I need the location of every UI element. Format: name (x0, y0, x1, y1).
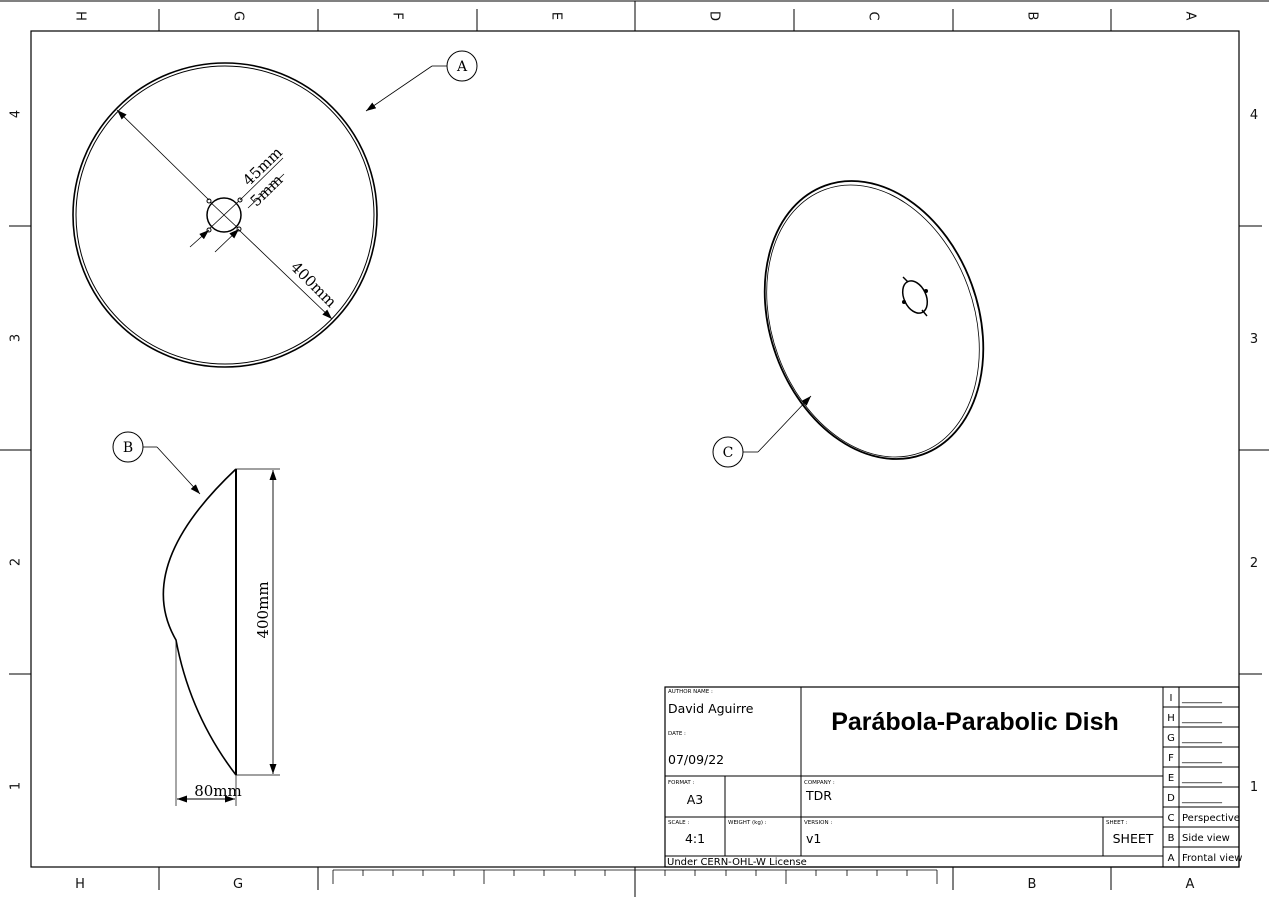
revision-letter: G (1167, 733, 1175, 744)
dimension-line-diameter (116, 109, 210, 201)
perspective-dish-rim (763, 180, 985, 460)
revision-letter: A (1168, 853, 1175, 864)
balloon-a (446, 50, 478, 82)
drawing-title: Parábola-Parabolic Dish (831, 708, 1119, 736)
scale-ruler (332, 869, 938, 884)
dimension-400mm-height: 400mm (254, 581, 272, 638)
revision-letter: D (1167, 793, 1175, 804)
left-row-label: 1 (9, 782, 24, 790)
bottom-zone-label: B (1028, 877, 1037, 892)
bottom-zone-labels: H G B A (75, 877, 1194, 892)
top-zone-label: D (707, 11, 722, 21)
bottom-zone-label: H (75, 877, 85, 892)
author-field-label: AUTHOR NAME : (668, 689, 713, 695)
revision-text: ________ (1181, 733, 1223, 744)
drawing-version: v1 (806, 831, 821, 846)
balloon-b-label: B (123, 440, 133, 456)
balloon-c-label: C (723, 445, 734, 461)
perspective-view: C (712, 180, 985, 468)
revision-text: ________ (1181, 773, 1223, 784)
right-row-label: 1 (1250, 780, 1258, 795)
date-field-label: DATE : (668, 731, 686, 737)
right-row-label: 2 (1250, 556, 1258, 571)
revision-text: ________ (1181, 753, 1223, 764)
top-zone-label: E (549, 12, 564, 20)
dish-outer-rim (72, 62, 378, 368)
perspective-center-hole (901, 280, 929, 314)
left-row-label: 2 (9, 558, 24, 566)
balloon-c (712, 436, 744, 468)
top-zone-labels: H G F E D C B A (73, 11, 1198, 21)
top-zone-label: A (1183, 12, 1198, 21)
revision-text: Perspective (1182, 813, 1240, 824)
bottom-zone-label: G (233, 877, 243, 892)
center-hole (206, 197, 242, 233)
sheet-number: SHEET (1113, 831, 1154, 846)
right-row-label: 3 (1250, 332, 1258, 347)
right-row-label: 4 (1250, 108, 1258, 123)
version-field-label: VERSION : (804, 820, 832, 826)
revision-letter: F (1168, 753, 1174, 764)
balloon-a-label: A (456, 59, 468, 75)
top-zone-label: F (390, 12, 405, 19)
company-name: TDR (805, 788, 832, 803)
top-zone-label: C (866, 11, 881, 20)
revision-letter: B (1168, 833, 1175, 844)
revision-text: Side view (1182, 833, 1230, 844)
author-name: David Aguirre (668, 701, 754, 716)
revision-table: I ________ H ________ G ________ F _____… (1167, 693, 1242, 864)
dimension-400mm-diameter: 400mm (287, 258, 340, 311)
revision-letter: H (1167, 713, 1175, 724)
dimension-80mm-depth: 80mm (194, 782, 242, 800)
left-row-label: 3 (9, 334, 24, 342)
dish-inner-rim (75, 65, 375, 365)
drawing-date: 07/09/22 (668, 752, 724, 767)
top-zone-label: H (73, 11, 88, 21)
bottom-zone-label: A (1186, 877, 1195, 892)
left-row-labels: 4 3 2 1 (9, 110, 24, 790)
revision-letter: I (1170, 693, 1173, 704)
drawing-scale: 4:1 (685, 831, 705, 846)
revision-letter: E (1168, 773, 1174, 784)
sheet-format: A3 (687, 792, 704, 807)
weight-field-label: WEIGHT (kg) : (728, 820, 767, 826)
license-text: Under CERN-OHL-W License (667, 857, 807, 868)
balloon-b (112, 431, 144, 463)
revision-text: ________ (1181, 693, 1223, 704)
right-row-labels: 4 3 2 1 (1250, 108, 1258, 795)
sheet-field-label: SHEET : (1106, 820, 1128, 826)
left-row-label: 4 (9, 110, 24, 118)
title-block: AUTHOR NAME : David Aguirre DATE : 07/09… (664, 686, 1242, 868)
scale-field-label: SCALE : (668, 820, 689, 826)
side-view: 400mm 80mm B (112, 431, 280, 806)
format-field-label: FORMAT : (668, 780, 695, 786)
revision-text: ________ (1181, 713, 1223, 724)
top-zone-label: B (1025, 12, 1040, 21)
dish-profile (162, 468, 237, 776)
revision-letter: C (1168, 813, 1175, 824)
revision-text: ________ (1181, 793, 1223, 804)
frontal-view: 400mm 45mm 5mm A (72, 50, 478, 368)
top-zone-label: G (231, 11, 246, 21)
company-field-label: COMPANY : (804, 780, 835, 786)
revision-text: Frontal view (1182, 853, 1242, 864)
